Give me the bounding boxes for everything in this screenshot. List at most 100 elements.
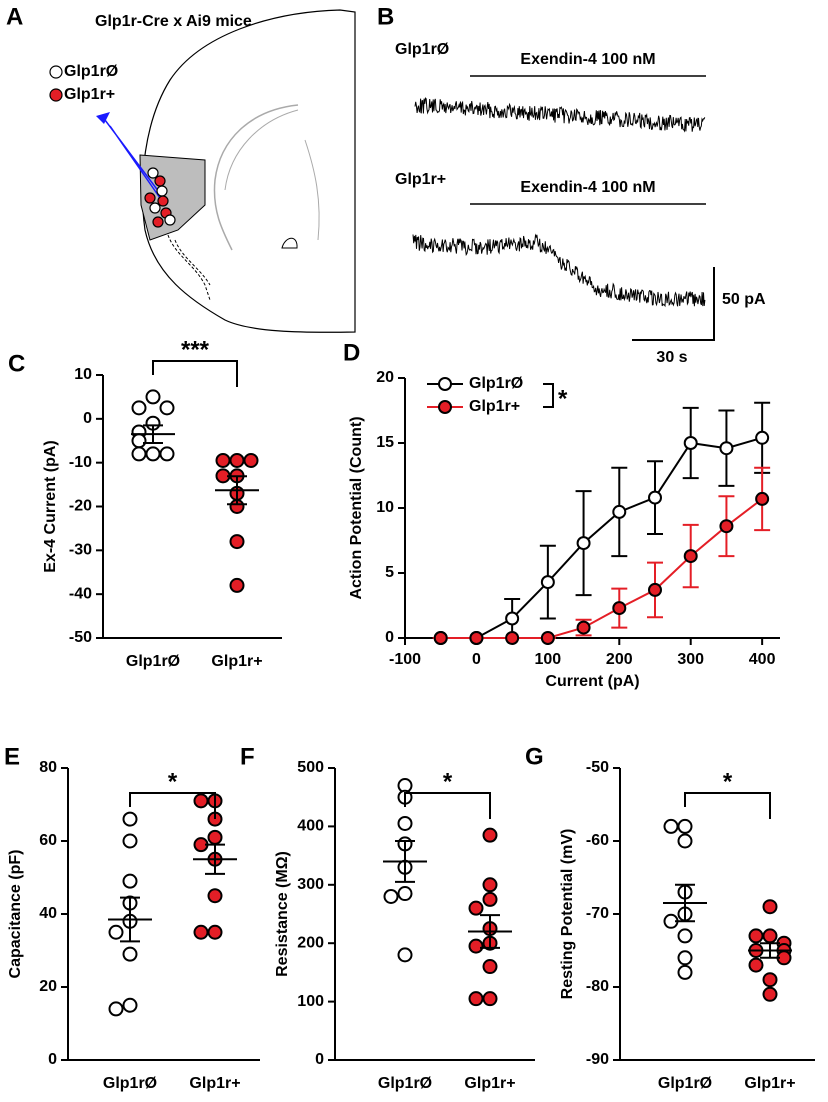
y-tick-label: -30 [69,542,92,559]
trace-label: Glp1r+ [395,171,446,188]
scale-label: 50 pA [722,291,766,308]
data-point [468,900,484,916]
data-point [683,436,698,450]
data-point [145,446,161,462]
data-point [719,519,734,534]
x-tick-label: Glp1rØ [378,1075,432,1092]
data-point [122,833,138,849]
significance-bracket [684,792,771,819]
series-line [440,498,763,639]
y-tick-label: 10 [376,499,394,516]
data-point [108,924,124,940]
legend-label: Glp1rØ [469,375,523,392]
data-point [482,827,498,843]
data-point [762,899,778,915]
y-tick-label: 20 [39,978,57,995]
data-point [540,575,555,590]
legend-marker [438,377,452,391]
data-point [677,950,693,966]
data-point [482,877,498,893]
x-tick-label: Glp1rØ [126,653,180,670]
y-axis-label: Resting Potential (mV) [559,829,576,1000]
y-tick-label: -70 [586,905,609,922]
y-tick-label: 100 [297,993,324,1010]
y-tick-label: -20 [69,498,92,515]
data-point [397,815,413,831]
data-point [762,928,778,944]
significance-label: * [168,768,178,795]
y-tick-label: 200 [297,934,324,951]
data-point [243,452,259,468]
x-tick-label: Glp1r+ [211,653,262,670]
data-point [468,991,484,1007]
x-axis-label: Current (pA) [545,673,639,690]
significance-bracket [152,360,238,387]
trace-label: Glp1rØ [395,41,449,58]
data-point [719,441,734,456]
data-point [677,928,693,944]
data-point [122,997,138,1013]
data-point [648,490,662,505]
y-tick-label: 40 [39,905,57,922]
significance-label: * [443,768,453,795]
sem-bar [480,914,500,949]
x-tick-label: 100 [535,651,562,668]
y-axis-label: Capacitance (pF) [7,850,24,979]
y-tick-label: 5 [385,564,394,581]
x-tick-label: Glp1rØ [103,1075,157,1092]
y-tick-label: 400 [297,818,324,835]
data-point [122,946,138,962]
legend-marker [438,400,452,414]
y-tick-label: -50 [69,629,92,646]
y-tick-label: -80 [586,978,609,995]
data-point [229,452,245,468]
data-point [576,620,591,635]
data-point [469,631,484,645]
scale-bar [632,267,715,341]
data-point [748,928,764,944]
x-tick-label: 300 [677,651,704,668]
data-point [122,811,138,827]
data-point [648,582,662,597]
sem-bar [143,424,163,444]
sem-bar [120,896,140,943]
current-trace [414,97,706,133]
x-tick-label: Glp1r+ [189,1075,240,1092]
panel-title: Glp1r-Cre x Ai9 mice [95,13,252,30]
data-point [131,400,147,416]
y-tick-label: -50 [586,759,609,776]
drug-label: Exendin-4 100 nM [520,179,655,196]
panel-label: B [377,3,394,30]
y-tick-label: 300 [297,876,324,893]
data-point [433,631,448,645]
x-tick-label: Glp1rØ [658,1075,712,1092]
panel-label: E [4,743,20,770]
data-point [677,818,693,834]
data-point [229,534,245,550]
sem-bar [760,942,780,959]
significance-label: * [558,385,568,412]
y-tick-label: 15 [376,434,394,451]
data-point [215,452,231,468]
data-point [397,886,413,902]
y-tick-label: 20 [376,369,394,386]
data-point [683,549,698,564]
y-tick-label: 0 [83,410,92,427]
data-point [159,400,175,416]
y-tick-label: 60 [39,832,57,849]
significance-label: *** [181,336,210,363]
current-trace [412,233,706,308]
data-point [207,829,223,845]
data-point [193,793,209,809]
data-point [576,536,591,551]
significance-label: * [723,768,733,795]
data-point [229,577,245,593]
y-axis-label: Action Potential (Count) [348,416,365,599]
sem-bar [227,475,247,506]
data-point [482,891,498,907]
data-point [612,601,627,616]
scale-label: 30 s [656,349,687,366]
data-point [505,611,520,626]
data-point [383,888,399,904]
x-tick-label: -100 [389,651,421,668]
